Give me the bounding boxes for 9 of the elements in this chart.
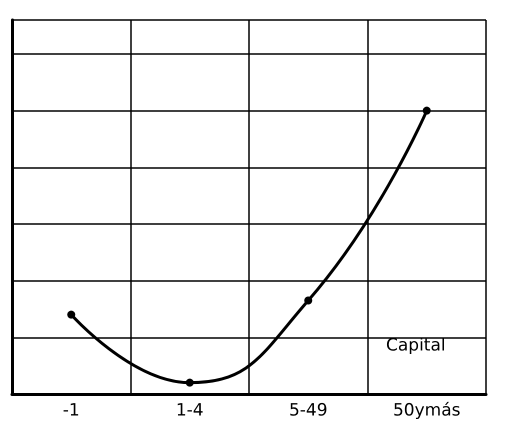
point <box>186 378 194 387</box>
point <box>67 310 76 319</box>
x-tick-label: 1-4 <box>176 400 204 420</box>
x-tick-label: 5-49 <box>288 400 328 420</box>
x-axis-title: Capital <box>386 336 446 356</box>
point <box>422 106 431 115</box>
point <box>304 296 312 304</box>
x-tick-label: 50ymás <box>392 400 461 420</box>
x-tick-label: -1 <box>62 400 80 420</box>
